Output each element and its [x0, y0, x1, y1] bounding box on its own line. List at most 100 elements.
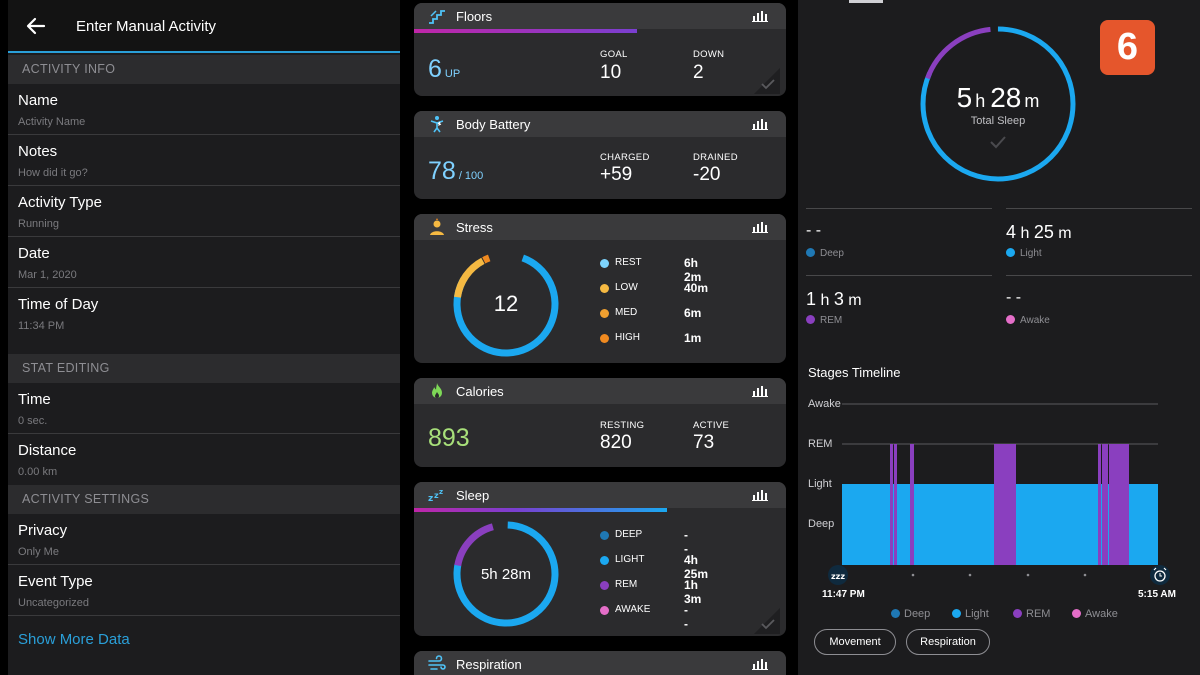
- rem-stage-block: [994, 444, 1016, 565]
- total-sleep-ring: [920, 26, 1076, 182]
- bar-chart-icon[interactable]: [752, 489, 768, 501]
- check-icon: [990, 136, 1006, 149]
- bar-chart-icon[interactable]: [752, 385, 768, 397]
- light-dot-icon: [1006, 248, 1015, 257]
- bar-chart-icon[interactable]: [752, 10, 768, 22]
- legend-light: Light: [952, 608, 989, 620]
- check-icon: [754, 68, 780, 94]
- rem-stage-block: [910, 444, 914, 565]
- light-dot-icon: [952, 609, 961, 618]
- wind-icon: [428, 655, 446, 670]
- section-activity-info: ACTIVITY INFO: [8, 55, 400, 84]
- legend-rem: REM: [1013, 608, 1050, 620]
- section-stat-editing: STAT EDITING: [8, 354, 400, 383]
- calories-value: 893: [428, 424, 470, 452]
- notes-input-placeholder[interactable]: How did it go?: [18, 167, 88, 179]
- y-label-rem: REM: [808, 438, 833, 450]
- sleep-ring: [453, 521, 559, 627]
- axis-tick: [911, 573, 915, 577]
- calories-card[interactable]: Calories 893 RESTING 820 ACTIVE 73: [414, 378, 786, 467]
- manual-activity-panel: Enter Manual Activity ACTIVITY INFO Name…: [8, 0, 400, 675]
- privacy-field[interactable]: Privacy Only Me: [8, 514, 400, 565]
- rem-dot-icon: [600, 581, 609, 590]
- awake-dot-icon: [1072, 609, 1081, 618]
- y-label-awake: Awake: [808, 398, 841, 410]
- rem-dot-icon: [1013, 609, 1022, 618]
- svg-text:zzz: zzz: [831, 572, 845, 581]
- high-dot-icon: [600, 334, 609, 343]
- date-field[interactable]: Date Mar 1, 2020: [8, 237, 400, 288]
- rem-dot-icon: [806, 315, 815, 324]
- zzz-sleep-icon: z z z: [428, 488, 443, 504]
- name-input-placeholder[interactable]: Activity Name: [18, 116, 86, 128]
- y-label-light: Light: [808, 478, 832, 490]
- floors-card[interactable]: Floors 6 UP GOAL 10 DOWN 2: [414, 3, 786, 96]
- axis-tick: [1026, 573, 1030, 577]
- sleep-value: 5h 28m: [480, 566, 532, 583]
- deep-dot-icon: [806, 248, 815, 257]
- tab-indicator: [849, 0, 883, 3]
- name-field[interactable]: Name Activity Name: [8, 84, 400, 135]
- rem-stage-block: [890, 444, 893, 565]
- legend-awake: Awake: [1072, 608, 1118, 620]
- axis-tick: [968, 573, 972, 577]
- body-battery-value: 78/ 100: [428, 157, 484, 185]
- summary-panel: Floors 6 UP GOAL 10 DOWN 2 Body: [400, 0, 798, 675]
- sleep-detail-panel: 5 h 28 m Total Sleep 6 - - Deep 4 h 25 m Li…: [798, 0, 1200, 675]
- floors-progress-bar: [414, 29, 638, 33]
- stress-card[interactable]: Stress 12 REST 6h 2m LOW 40m MED 6m: [414, 214, 786, 363]
- rem-stage-block: [1109, 444, 1129, 565]
- sleep-card[interactable]: z z z Sleep 5h 28m DEEP - - LIGHT 4h 25: [414, 482, 786, 636]
- check-icon: [754, 608, 780, 634]
- sleep-start-icon: [828, 565, 848, 585]
- respiration-button[interactable]: Respiration: [906, 629, 990, 655]
- deep-dot-icon: [600, 531, 609, 540]
- light-dot-icon: [600, 556, 609, 565]
- floors-up-value: 6 UP: [428, 55, 461, 83]
- stairs-icon: [429, 10, 445, 24]
- total-sleep-label: Total Sleep: [970, 115, 1026, 127]
- rem-stage-block: [1102, 444, 1108, 565]
- axis-tick: [1083, 573, 1087, 577]
- page-title: Enter Manual Activity: [76, 18, 217, 35]
- back-arrow-icon[interactable]: [24, 14, 48, 38]
- bar-chart-icon[interactable]: [752, 658, 768, 670]
- bar-chart-icon[interactable]: [752, 118, 768, 130]
- event-type-field[interactable]: Event Type Uncategorized: [8, 565, 400, 616]
- light-stat: 4 h 25 m Light: [1006, 222, 1072, 259]
- svg-text:z: z: [439, 488, 443, 496]
- notes-field[interactable]: Notes How did it go?: [8, 135, 400, 186]
- distance-field[interactable]: Distance 0.00 km: [18, 442, 77, 478]
- respiration-card[interactable]: Respiration: [414, 651, 786, 675]
- timeline-title: Stages Timeline: [808, 365, 901, 380]
- movement-button[interactable]: Movement: [814, 629, 896, 655]
- awake-dot-icon: [600, 606, 609, 615]
- low-dot-icon: [600, 284, 609, 293]
- rem-stat: 1 h 3 m REM: [806, 289, 862, 326]
- active-calories-value: 73: [693, 432, 715, 453]
- card-title: Floors: [456, 9, 493, 24]
- legend-deep: Deep: [891, 608, 930, 620]
- floors-down-value: 2: [693, 62, 704, 83]
- activity-type-field[interactable]: Activity Type Running: [8, 186, 400, 237]
- time-of-day-field[interactable]: Time of Day 11:34 PM: [18, 296, 99, 332]
- stages-timeline-chart: zzz: [828, 403, 1170, 585]
- flame-icon: [432, 383, 442, 398]
- show-more-data-link[interactable]: Show More Data: [18, 631, 130, 648]
- rem-stage-block: [894, 444, 897, 565]
- header-bar: Enter Manual Activity: [8, 0, 400, 53]
- card-title: Body Battery: [456, 117, 531, 132]
- stress-ring: [453, 251, 559, 357]
- bar-chart-icon[interactable]: [752, 221, 768, 233]
- watermark-logo: 6: [1100, 20, 1155, 75]
- med-dot-icon: [600, 309, 609, 318]
- stress-value: 12: [493, 291, 519, 316]
- stress-person-icon: [430, 218, 444, 235]
- body-battery-icon: [430, 116, 444, 133]
- time-field[interactable]: Time 0 sec.: [8, 383, 400, 434]
- rem-stage-block: [1098, 444, 1101, 565]
- body-battery-card[interactable]: Body Battery 78/ 100 CHARGED +59 DRAINED…: [414, 111, 786, 199]
- start-time-label: 11:47 PM: [822, 589, 865, 600]
- deep-dot-icon: [891, 609, 900, 618]
- total-sleep-duration: 5 h 28 m: [956, 82, 1040, 113]
